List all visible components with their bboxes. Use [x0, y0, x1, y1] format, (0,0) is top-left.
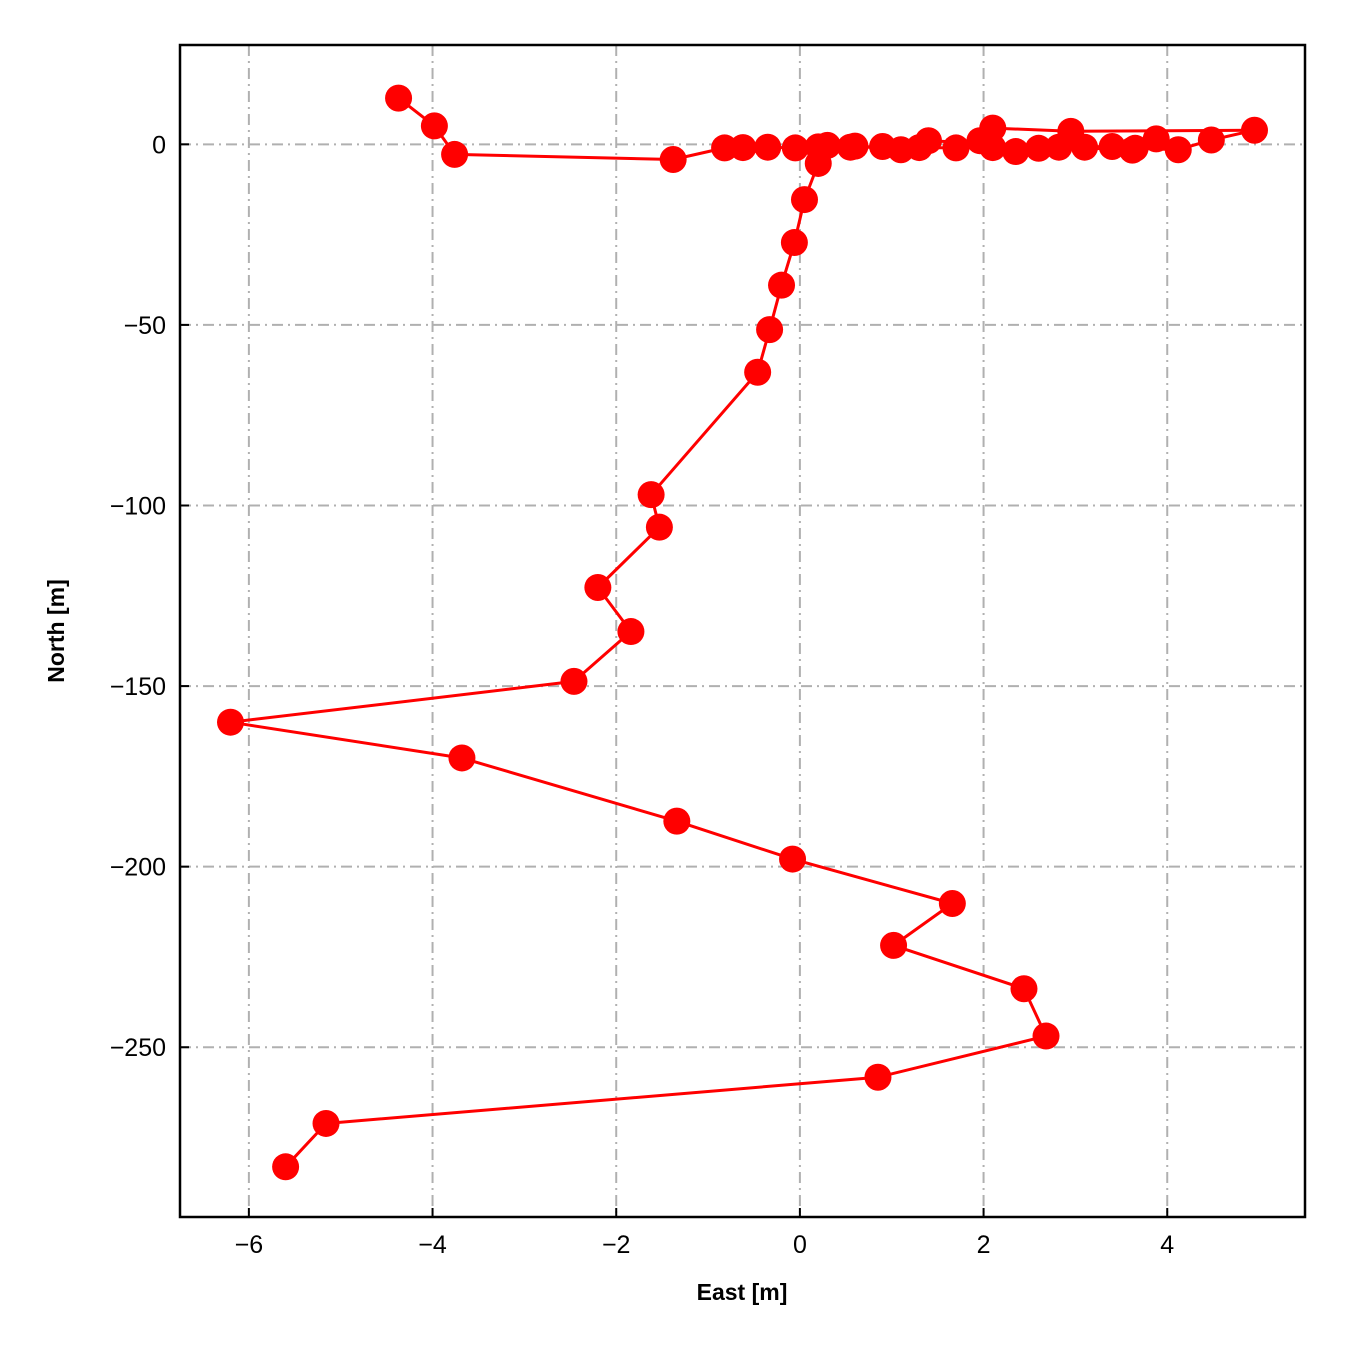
data-point [729, 134, 757, 162]
data-point [385, 84, 413, 112]
data-point [560, 667, 588, 695]
data-point [781, 134, 809, 162]
x-axis-label: East [m] [697, 1279, 788, 1305]
data-point [841, 132, 869, 160]
data-point [864, 1063, 892, 1091]
data-point [966, 127, 994, 155]
data-point [1045, 133, 1073, 161]
data-point [1002, 138, 1030, 166]
data-point [744, 358, 772, 386]
data-point [754, 133, 782, 161]
y-axis-label: North [m] [43, 579, 69, 682]
grid [180, 45, 1305, 1217]
data-point [1197, 126, 1225, 154]
x-tick-label: 2 [977, 1231, 991, 1259]
x-tick-label: −2 [602, 1231, 631, 1259]
data-point [779, 845, 807, 873]
series-layer [217, 84, 1268, 1181]
data-point [887, 136, 915, 164]
data-point [1010, 975, 1038, 1003]
y-tick-label: 0 [152, 131, 166, 159]
data-point [1025, 134, 1053, 162]
data-point [1118, 136, 1146, 164]
y-tick-label: −150 [110, 673, 166, 701]
data-point [637, 481, 665, 509]
data-point [942, 134, 970, 162]
data-point [663, 807, 691, 835]
data-point [272, 1153, 300, 1181]
x-tick-label: 4 [1160, 1231, 1174, 1259]
data-point [1240, 116, 1268, 144]
x-tick-label: −6 [235, 1231, 264, 1259]
data-point [1142, 125, 1170, 153]
data-point [804, 149, 832, 177]
data-point [938, 890, 966, 918]
data-point [1032, 1022, 1060, 1050]
y-tick-label: −100 [110, 492, 166, 520]
data-point [756, 316, 784, 344]
data-point [1164, 136, 1192, 164]
plot-frame [178, 43, 1307, 1219]
data-point [420, 112, 448, 140]
data-point [448, 744, 476, 772]
y-tick-label: −200 [110, 854, 166, 882]
data-point [1098, 132, 1126, 160]
x-tick-label: 0 [793, 1231, 807, 1259]
data-point [659, 145, 687, 173]
data-point [914, 127, 942, 155]
data-point [768, 271, 796, 299]
y-tick-label: −250 [110, 1034, 166, 1062]
data-point [217, 708, 245, 736]
y-tick-label: −50 [124, 312, 166, 340]
data-point [780, 229, 808, 257]
x-tick-label: −4 [418, 1231, 447, 1259]
data-point [312, 1109, 340, 1137]
data-point [441, 140, 469, 168]
data-point [584, 573, 612, 601]
data-point [645, 513, 673, 541]
plot-background [180, 45, 1305, 1217]
ticks: −6 −4 −2 0 2 4 0 −50 −100 −150 −200 −250 [110, 131, 1175, 1259]
data-point [880, 931, 908, 959]
data-point [790, 186, 818, 214]
data-point [617, 618, 645, 646]
